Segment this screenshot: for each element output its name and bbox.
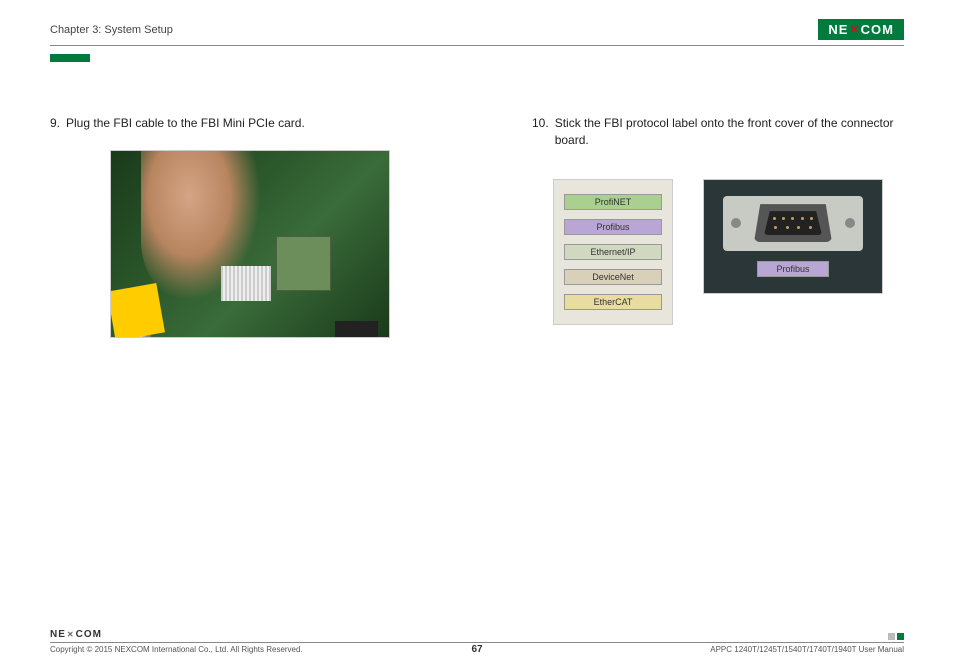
page-number: 67 <box>471 644 482 655</box>
photo-screw-icon <box>121 321 151 338</box>
logo-part-left: NE <box>50 629 66 640</box>
chapter-title: Chapter 3: System Setup <box>50 24 173 36</box>
db9-frame <box>723 196 863 251</box>
protocol-label-ethercat: EtherCAT <box>564 294 662 310</box>
document-title: APPC 1240T/1245T/1540T/1740T/1940T User … <box>710 645 904 654</box>
photo-cable-plug <box>110 150 390 338</box>
protocol-label-sheet: ProfiNET Profibus Ethernet/IP DeviceNet … <box>553 179 673 325</box>
protocol-label-profibus: Profibus <box>564 219 662 235</box>
logo-x-icon: ✕ <box>849 23 859 36</box>
db9-pins <box>764 211 822 235</box>
logo-x-icon: ✕ <box>67 630 75 639</box>
logo-part-left: NE <box>828 22 848 37</box>
main-content: 9. Plug the FBI cable to the FBI Mini PC… <box>50 115 904 338</box>
step-9: 9. Plug the FBI cable to the FBI Mini PC… <box>50 115 422 132</box>
brand-logo-bottom: NE ✕ COM <box>50 629 102 640</box>
accent-bar <box>50 54 90 62</box>
column-left: 9. Plug the FBI cable to the FBI Mini PC… <box>50 115 422 338</box>
connector-board-photo: Profibus <box>703 179 883 294</box>
step-text: Plug the FBI cable to the FBI Mini PCIe … <box>66 115 305 132</box>
footer-decoration <box>888 633 904 640</box>
step-text: Stick the FBI protocol label onto the fr… <box>555 115 904 149</box>
photo-connector-icon <box>221 266 271 301</box>
applied-protocol-label: Profibus <box>757 261 828 277</box>
page-footer: NE ✕ COM Copyright © 2015 NEXCOM Interna… <box>50 629 904 654</box>
step-10: 10. Stick the FBI protocol label onto th… <box>532 115 904 149</box>
photo-chip-icon <box>276 236 331 291</box>
step-number: 9. <box>50 115 60 132</box>
logo-part-right: COM <box>76 629 102 640</box>
logo-part-right: COM <box>861 22 894 37</box>
step10-images: ProfiNET Profibus Ethernet/IP DeviceNet … <box>532 179 904 325</box>
protocol-label-devicenet: DeviceNet <box>564 269 662 285</box>
protocol-label-profinet: ProfiNET <box>564 194 662 210</box>
db9-connector-icon <box>754 204 832 242</box>
photo-chip-icon <box>335 321 378 338</box>
protocol-label-ethernetip: Ethernet/IP <box>564 244 662 260</box>
column-right: 10. Stick the FBI protocol label onto th… <box>532 115 904 338</box>
footer-bar: NE ✕ COM <box>50 629 904 643</box>
page-header: Chapter 3: System Setup NE ✕ COM <box>50 18 904 46</box>
step-number: 10. <box>532 115 549 149</box>
brand-logo-top: NE ✕ COM <box>818 19 904 40</box>
copyright-text: Copyright © 2015 NEXCOM International Co… <box>50 645 303 654</box>
footer-meta: Copyright © 2015 NEXCOM International Co… <box>50 645 904 654</box>
